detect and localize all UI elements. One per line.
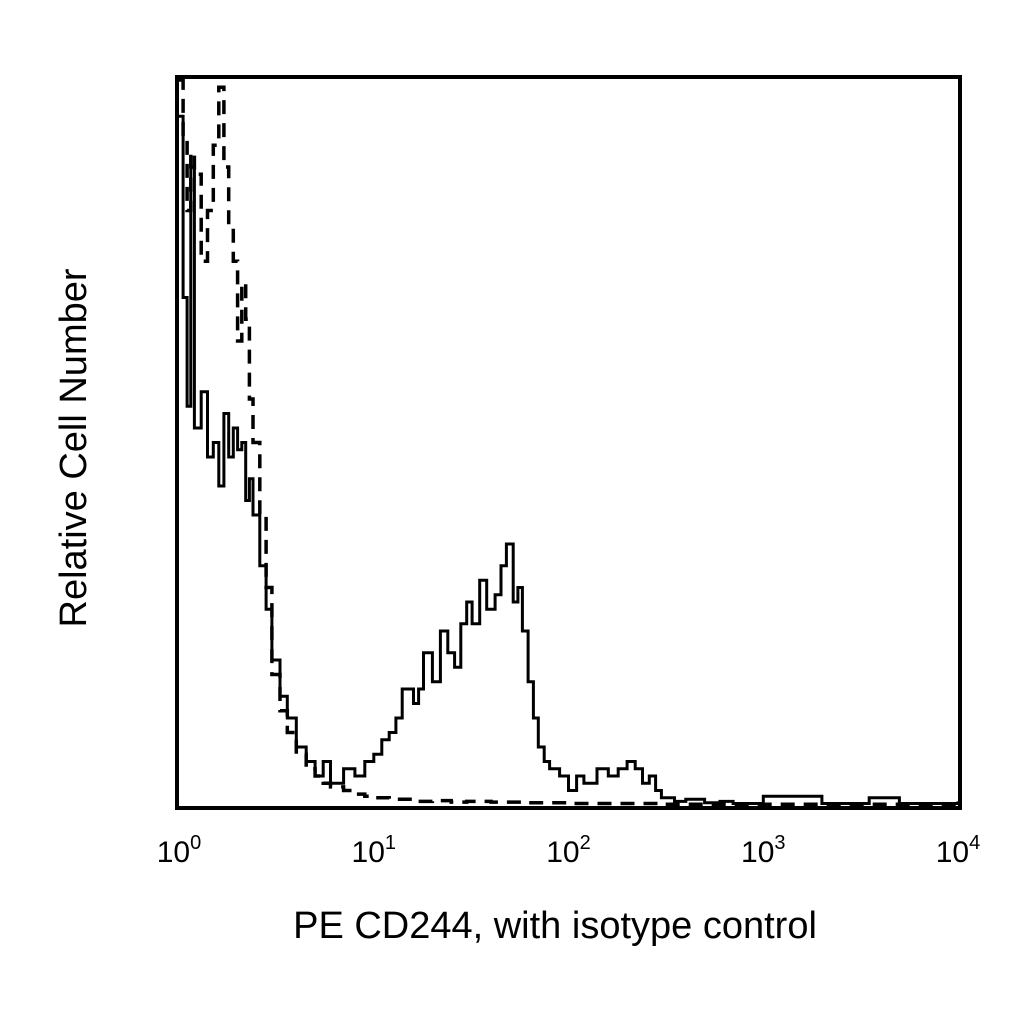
x-axis-label: PE CD244, with isotype control (293, 905, 817, 947)
x-tick-label-1: 101 (352, 832, 397, 869)
x-tick-label-0: 100 (157, 832, 202, 869)
y-axis-label: Relative Cell Number (53, 268, 95, 627)
x-tick-labels: 100 101 102 103 104 (157, 832, 981, 869)
cd244-histogram (179, 114, 960, 805)
plot-frame (175, 75, 962, 810)
x-tick-label-4: 104 (936, 832, 981, 869)
x-tick-label-2: 102 (546, 832, 591, 869)
x-tick-label-3: 103 (741, 832, 786, 869)
series-layer (179, 78, 960, 807)
isotype-control-histogram (179, 78, 958, 807)
